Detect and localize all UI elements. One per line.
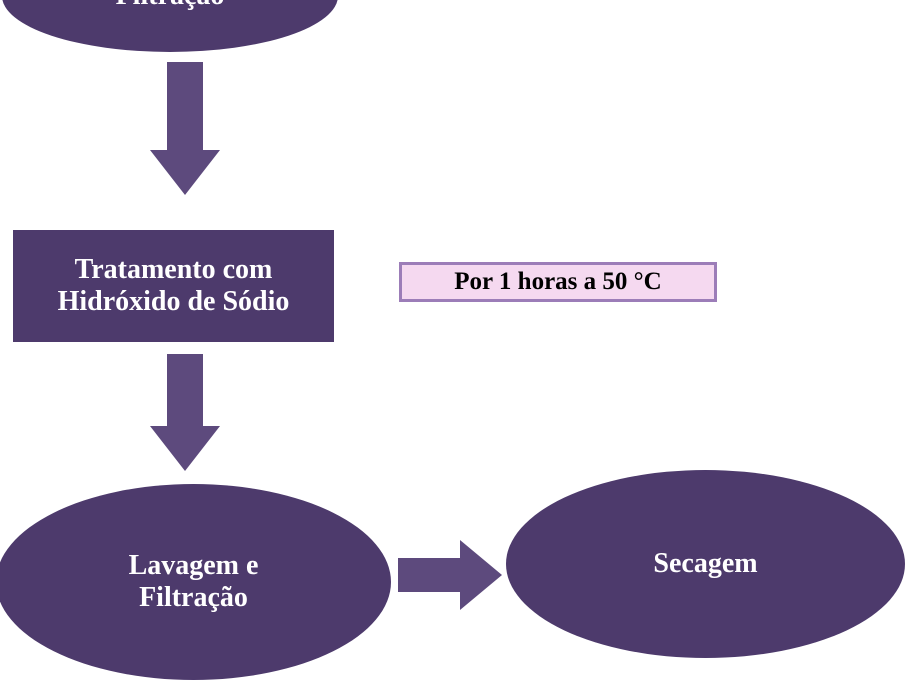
node-filtracao-top: Filtração <box>2 0 338 52</box>
annotation-box: Por 1 horas a 50 °C <box>399 262 717 302</box>
arrow-down-1 <box>150 62 220 195</box>
node-tratamento-line2: Hidróxido de Sódio <box>58 286 290 318</box>
node-tratamento-line1: Tratamento com <box>58 254 290 286</box>
node-secagem: Secagem <box>506 470 905 658</box>
arrow-head-icon <box>460 540 502 610</box>
arrow-head-icon <box>150 150 220 195</box>
node-lavagem: Lavagem e Filtração <box>0 484 391 680</box>
arrow-down-2 <box>150 354 220 471</box>
arrow-shaft <box>167 62 203 150</box>
node-filtracao-top-label: Filtração <box>116 0 225 12</box>
arrow-head-icon <box>150 426 220 471</box>
node-secagem-label: Secagem <box>653 548 757 580</box>
arrow-right-1 <box>398 540 502 610</box>
arrow-shaft <box>398 558 460 592</box>
node-lavagem-line2: Filtração <box>129 582 259 614</box>
annotation-label: Por 1 horas a 50 °C <box>454 268 661 296</box>
arrow-shaft <box>167 354 203 426</box>
node-tratamento: Tratamento com Hidróxido de Sódio <box>13 230 334 342</box>
node-lavagem-line1: Lavagem e <box>129 550 259 582</box>
